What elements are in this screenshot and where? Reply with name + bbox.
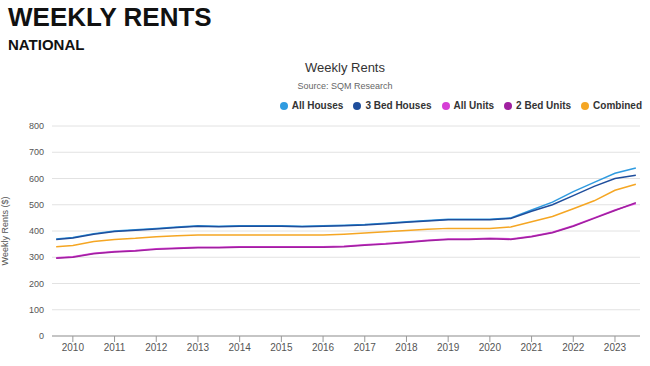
svg-text:0: 0 [39, 331, 44, 341]
svg-text:500: 500 [29, 200, 44, 210]
svg-text:2015: 2015 [270, 342, 293, 353]
svg-text:2013: 2013 [187, 342, 210, 353]
svg-text:2018: 2018 [395, 342, 418, 353]
html-text:Weekly Rents: Weekly Rents [305, 60, 385, 75]
html-text:Combined: Combined [593, 100, 642, 111]
html-text:All Houses: All Houses [291, 100, 344, 111]
html-text:NATIONAL: NATIONAL [8, 36, 85, 53]
svg-text:2014: 2014 [229, 342, 252, 353]
svg-text:200: 200 [29, 279, 44, 289]
svg-text:2020: 2020 [479, 342, 502, 353]
svg-text:100: 100 [29, 305, 44, 315]
svg-text:2017: 2017 [354, 342, 377, 353]
svg-text:800: 800 [29, 121, 44, 131]
svg-text:2021: 2021 [520, 342, 543, 353]
svg-text:Weekly Rents ($): Weekly Rents ($) [8, 197, 10, 266]
html-text:3 Bed Houses: 3 Bed Houses [365, 100, 432, 111]
svg-text:2016: 2016 [312, 342, 335, 353]
html-text:All Units: All Units [453, 100, 495, 111]
html-text:2 Bed Units: 2 Bed Units [516, 100, 572, 111]
svg-text:2012: 2012 [145, 342, 168, 353]
html-text:Source: SQM Research: Source: SQM Research [297, 81, 393, 91]
svg-text:2022: 2022 [562, 342, 585, 353]
svg-text:2019: 2019 [437, 342, 460, 353]
svg-text:700: 700 [29, 147, 44, 157]
svg-text:2023: 2023 [604, 342, 627, 353]
html-text:WEEKLY RENTS: WEEKLY RENTS [8, 2, 212, 32]
svg-text:2011: 2011 [104, 342, 126, 353]
svg-text:300: 300 [29, 252, 44, 262]
svg-text:600: 600 [29, 174, 44, 184]
svg-text:400: 400 [29, 226, 44, 236]
svg-text:2010: 2010 [62, 342, 85, 353]
